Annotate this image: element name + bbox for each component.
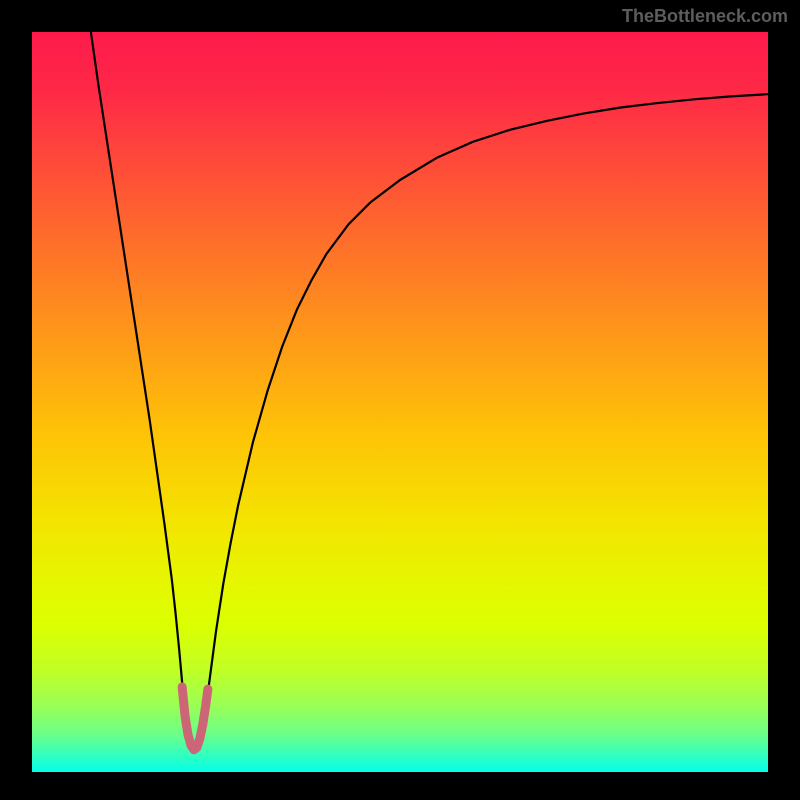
watermark-text: TheBottleneck.com <box>622 6 788 27</box>
gradient-background <box>32 32 768 772</box>
plot-area <box>32 32 768 772</box>
